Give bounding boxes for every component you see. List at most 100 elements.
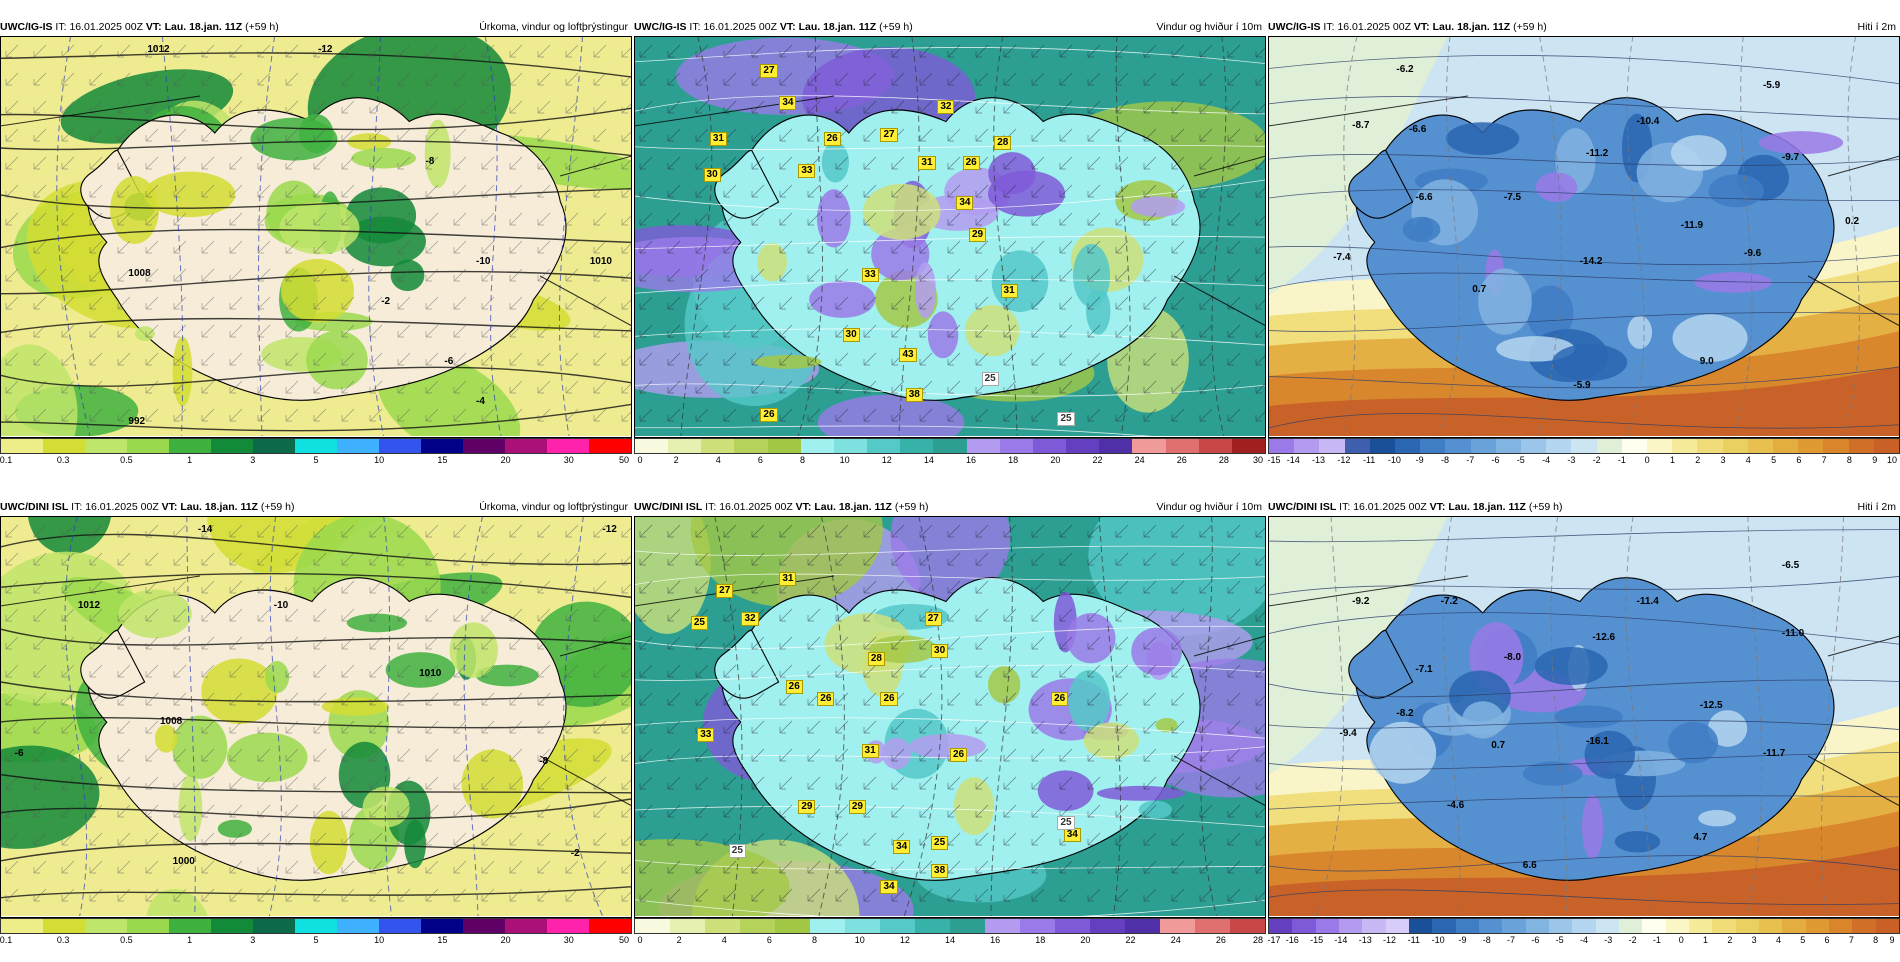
lead-time: (+59 h) <box>879 21 913 33</box>
legend-tick-label: -8 <box>1482 935 1491 945</box>
legend-swatch <box>1782 919 1806 933</box>
legend-tick-label: 26 <box>1215 935 1226 945</box>
legend-swatch <box>1362 919 1386 933</box>
legend-swatch <box>1294 439 1320 453</box>
temp-map: -9.2 -7.2 -11.4 -6.5 -12.6 -11.0 -7.1 -8.0 -8.2 -… <box>1268 516 1900 916</box>
panel-header: UWC/DINI ISL IT: 16.01.2025 00Z VT: Lau.… <box>634 500 1266 514</box>
legend-tick-label: 22 <box>1125 935 1136 945</box>
gust-value-label: 31 <box>709 132 727 146</box>
init-time-value: 16.01.2025 00Z <box>69 21 143 33</box>
legend-swatch <box>1722 439 1748 453</box>
legend-swatch <box>1445 439 1471 453</box>
temperature-value-label: -16.1 <box>1586 736 1609 747</box>
color-legend: 0.1 0.3 0.5 1 3 5 10 15 20 30 50 <box>0 438 632 482</box>
gust-value-label: 25 <box>1057 816 1075 830</box>
legend-color-bar <box>0 438 632 454</box>
legend-color-bar <box>1268 918 1900 934</box>
panel-header: UWC/DINI ISL IT: 16.01.2025 00Z VT: Lau.… <box>0 500 632 514</box>
temperature-value-label: 0.7 <box>1491 740 1506 751</box>
legend-ticks: 0 2 4 6 8 10 12 14 16 18 20 22 24 26 28 <box>634 934 1266 948</box>
legend-swatch <box>1478 919 1503 933</box>
lead-time: (+59 h) <box>894 501 929 513</box>
color-legend: 0 2 4 6 8 10 12 14 16 18 20 22 24 26 28 <box>634 918 1266 962</box>
init-time-value: 16.01.2025 00Z <box>703 21 777 33</box>
legend-swatch <box>1369 439 1396 453</box>
panel-igis-precip: UWC/IG-IS IT: 16.01.2025 00Z VT: Lau. 18… <box>0 20 632 482</box>
legend-swatch <box>253 919 295 933</box>
legend-tick-label: -6 <box>1491 455 1500 465</box>
legend-swatch <box>1292 919 1316 933</box>
legend-swatch <box>1712 919 1736 933</box>
legend-tick-label: 6 <box>766 935 772 945</box>
legend-swatch <box>1090 919 1125 933</box>
legend-tick-label: 0.5 <box>120 455 133 465</box>
legend-swatch <box>1319 439 1345 453</box>
legend-swatch <box>589 439 631 453</box>
isoline-value-label: -12 <box>602 524 617 535</box>
legend-swatch <box>1385 919 1409 933</box>
legend-tick-label: 20 <box>1080 935 1091 945</box>
legend-swatch <box>701 439 735 453</box>
isoline-value-label: 1000 <box>172 856 195 867</box>
legend-swatch <box>85 919 127 933</box>
temperature-value-label: -7.5 <box>1503 192 1522 203</box>
legend-tick-label: -7 <box>1507 935 1516 945</box>
temperature-value-label: -7.4 <box>1333 252 1351 263</box>
temperature-value-label: -7.1 <box>1415 664 1433 675</box>
legend-tick-label: 10 <box>839 455 850 465</box>
legend-tick-label: 22 <box>1092 455 1103 465</box>
legend-swatch <box>1125 919 1160 933</box>
init-time-value: 16.01.2025 00Z <box>719 501 793 513</box>
lead-time: (+59 h) <box>260 501 295 513</box>
model-name: UWC/DINI ISL <box>634 501 703 513</box>
legend-tick-label: -13 <box>1312 455 1326 465</box>
model-name: UWC/DINI ISL <box>0 501 69 513</box>
temperature-value-label: -10.4 <box>1636 116 1660 127</box>
gust-value-label: 28 <box>994 136 1012 150</box>
legend-swatch <box>463 919 505 933</box>
legend-swatch <box>1828 919 1853 933</box>
panel-header: UWC/DINI ISL IT: 16.01.2025 00Z VT: Lau.… <box>1268 500 1900 514</box>
legend-tick-label: 50 <box>618 455 630 465</box>
isoline-value-label: -12 <box>318 44 333 55</box>
legend-tick-label: 3 <box>250 935 256 945</box>
legend-swatch <box>253 439 295 453</box>
legend-swatch <box>379 919 421 933</box>
legend-tick-label: 0.3 <box>56 455 70 465</box>
legend-tick-label: 0 <box>637 455 643 465</box>
legend-swatch <box>670 919 705 933</box>
gust-value-label: 27 <box>924 612 942 626</box>
legend-tick-label: -1 <box>1617 455 1626 465</box>
legend-tick-label: 5 <box>313 935 319 945</box>
color-legend: 0 2 4 6 8 10 12 14 16 18 20 22 24 26 28 30 <box>634 438 1266 482</box>
gust-value-label: 29 <box>848 800 866 814</box>
isoline-value-label: 992 <box>128 416 146 427</box>
temperature-value-label: -5.9 <box>1762 80 1781 91</box>
legend-tick-label: 15 <box>437 455 448 465</box>
gust-value-label: 34 <box>880 880 898 894</box>
panel-dini-wind: UWC/DINI ISL IT: 16.01.2025 00Z VT: Lau.… <box>634 500 1266 962</box>
legend-swatch <box>43 919 85 933</box>
legend-swatch <box>1697 439 1723 453</box>
legend-tick-label: 0.1 <box>0 455 13 465</box>
valid-time-label: VT: <box>1413 21 1430 33</box>
legend-swatch <box>1495 439 1522 453</box>
legend-tick-label: 2 <box>1727 935 1733 945</box>
legend-tick-label: -15 <box>1310 935 1324 945</box>
legend-swatch <box>1455 919 1479 933</box>
legend-swatch <box>337 919 379 933</box>
legend-swatch <box>985 919 1020 933</box>
gust-value-label: 38 <box>931 864 949 878</box>
legend-swatch <box>1055 919 1090 933</box>
legend-swatch <box>668 439 702 453</box>
temperature-value-label: -12.5 <box>1699 700 1723 711</box>
legend-tick-label: 1 <box>187 935 193 945</box>
legend-tick-label: -15 <box>1267 455 1281 465</box>
temperature-value-label: 0.7 <box>1472 284 1487 295</box>
legend-swatch <box>127 439 169 453</box>
legend-swatch <box>1688 919 1713 933</box>
legend-tick-label: 3 <box>1751 935 1757 945</box>
legend-swatch <box>505 439 547 453</box>
legend-swatch <box>1546 439 1572 453</box>
legend-swatch <box>915 919 950 933</box>
